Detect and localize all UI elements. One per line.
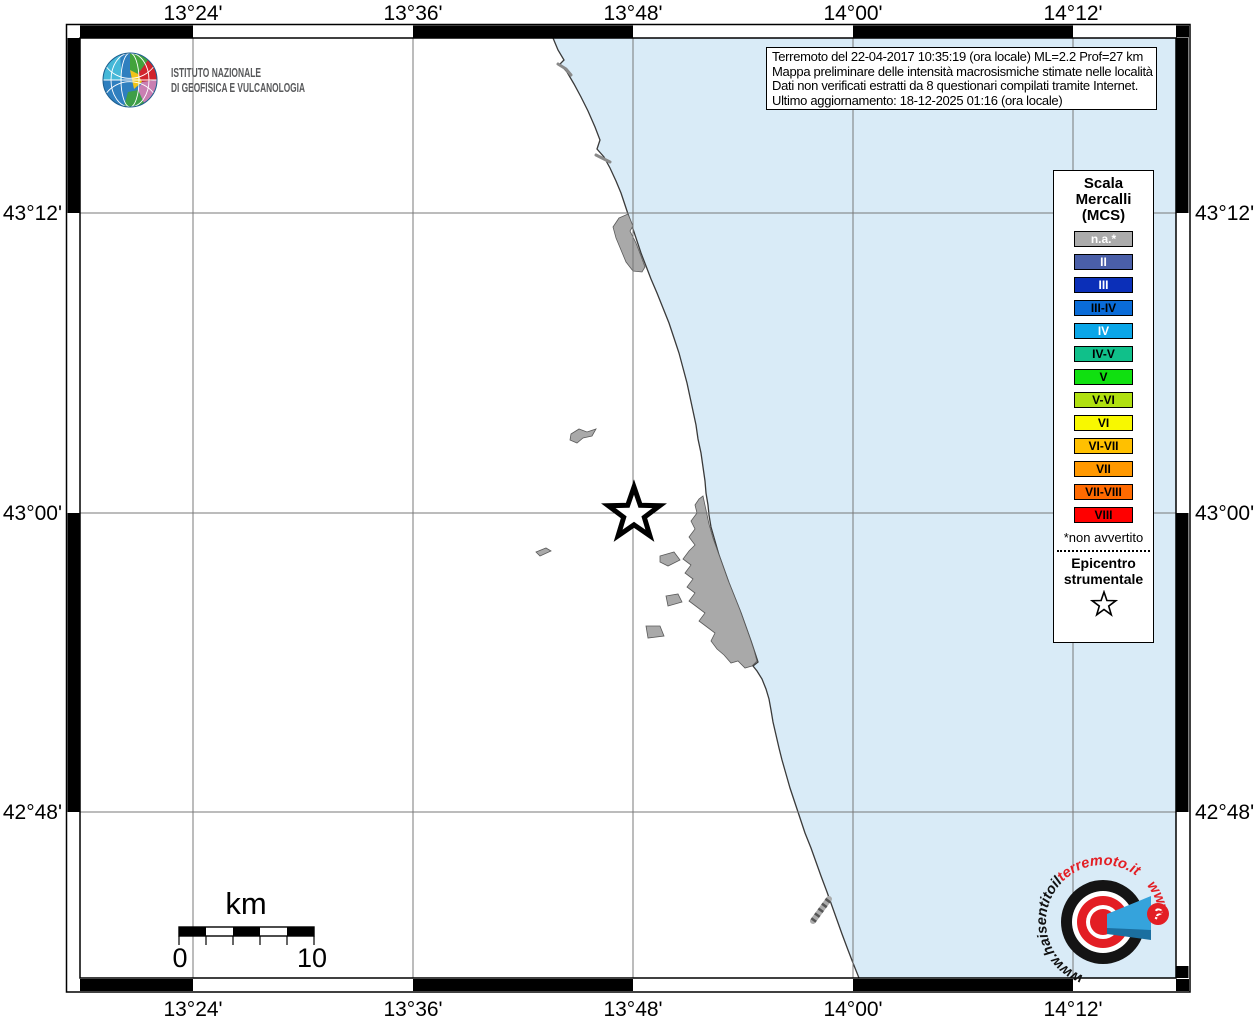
legend-item-na: n.a.* (1074, 231, 1133, 247)
legend-title-line1: Scala (1083, 175, 1124, 192)
scale-bar: km 0 10 (172, 886, 327, 973)
axis-label-right: 42°48' (1195, 801, 1254, 824)
legend-item-vi: VI (1074, 415, 1133, 431)
axis-label-top: 14°00' (823, 2, 882, 25)
legend-title-line3: (MCS) (1081, 207, 1126, 224)
urban-areas (535, 213, 758, 669)
ingv-name-line1: ISTITUTO NAZIONALE (171, 65, 261, 80)
legend-epicenter-line1: Epicentro (1071, 555, 1136, 571)
urban-blob (645, 625, 665, 639)
legend-item-vii: VII (1074, 461, 1133, 477)
legend-footnote: *non avvertito (1063, 530, 1144, 545)
axis-label-left: 43°12' (3, 202, 62, 225)
scale-bar-unit: km (225, 886, 266, 921)
scale-bar-max: 10 (297, 943, 327, 973)
map-frame (65, 23, 1191, 993)
ingv-name-line2: DI GEOFISICA E VULCANOLOGIA (171, 80, 305, 95)
legend-item-ii: II (1074, 254, 1133, 270)
ingv-logo: ISTITUTO NAZIONALE DI GEOFISICA E VULCAN… (102, 52, 305, 108)
legend-item-label: II (1100, 255, 1107, 269)
legend-item-iv: IV (1074, 323, 1133, 339)
axis-label-bottom: 13°36' (383, 998, 442, 1021)
info-line-map: Mappa preliminare delle intensità macros… (772, 63, 1153, 79)
legend-item-label: V (1099, 370, 1108, 384)
urban-inland-dash (535, 547, 552, 557)
legend-items: n.a.* II III III-IV IV IV-V V V-VI VI VI… (1054, 231, 1153, 523)
legend-item-vii-viii: VII-VIII (1074, 484, 1133, 500)
legend-epicenter-label: Epicentro strumentale (1054, 555, 1153, 587)
legend-item-label: VII-VIII (1085, 485, 1122, 499)
legend-item-label: III (1098, 278, 1109, 292)
urban-city-coast (682, 495, 758, 669)
megaphone-icon (1107, 896, 1151, 940)
legend-epicenter-line2: strumentale (1063, 571, 1144, 587)
legend-item-iv-v: IV-V (1074, 346, 1133, 362)
legend-item-iii: III (1074, 277, 1133, 293)
legend-item-label: V-VI (1092, 393, 1115, 407)
legend-item-viii: VIII (1074, 507, 1133, 523)
info-line-data: Dati non verificati estratti da 8 questi… (772, 78, 1139, 94)
axis-label-top: 13°24' (163, 2, 222, 25)
axis-label-top: 13°48' (603, 2, 662, 25)
legend-item-vi-vii: VI-VII (1074, 438, 1133, 454)
axis-label-top: 13°36' (383, 2, 442, 25)
legend-item-label: VIII (1094, 508, 1113, 522)
urban-inland-village (569, 428, 597, 444)
epicenter-star (601, 479, 667, 542)
axis-label-bottom: 13°24' (163, 998, 222, 1021)
axis-label-bottom: 13°48' (603, 998, 662, 1021)
legend-item-label: VII (1096, 462, 1111, 476)
axis-label-left: 43°00' (3, 502, 62, 525)
urban-blob (665, 593, 683, 607)
axis-label-left: 42°48' (3, 801, 62, 824)
info-line-event: Terremoto del 22-04-2017 10:35:19 (ora l… (772, 49, 1144, 64)
axis-label-right: 43°12' (1195, 202, 1254, 225)
legend-title-line2: Mercalli (1075, 191, 1132, 208)
axis-label-right: 43°00' (1195, 502, 1254, 525)
legend-item-label: VI (1097, 416, 1110, 430)
axis-label-bottom: 14°00' (823, 998, 882, 1021)
legend-item-v-vi: V-VI (1074, 392, 1133, 408)
legend-item-label: n.a.* (1090, 232, 1117, 246)
scale-bar-min: 0 (172, 943, 187, 973)
legend-item-v: V (1074, 369, 1133, 385)
legend-item-iii-iv: III-IV (1074, 300, 1133, 316)
legend-item-label: III-IV (1090, 301, 1117, 315)
info-box: Terremoto del 22-04-2017 10:35:19 (ora l… (766, 47, 1157, 110)
axis-label-top: 14°12' (1043, 2, 1102, 25)
legend-item-label: IV-V (1092, 347, 1115, 361)
sea-area (553, 38, 1176, 978)
legend-divider (1057, 550, 1150, 552)
legend-title: Scala Mercalli (MCS) (1054, 176, 1153, 224)
axis-label-bottom: 14°12' (1043, 998, 1102, 1021)
info-line-updated: Ultimo aggiornamento: 18-12-2025 01:16 (… (772, 92, 1063, 108)
harbor-jetty-icon (810, 896, 832, 924)
epicenter-star-icon (1089, 589, 1118, 617)
coastline (552, 37, 860, 979)
legend-item-label: IV (1097, 324, 1110, 338)
legend-box: Scala Mercalli (MCS) n.a.* II III III-IV… (1053, 170, 1154, 643)
urban-blob (659, 551, 681, 567)
question-mark-icon: ? (1147, 903, 1169, 925)
pier-icons (556, 62, 612, 164)
legend-item-label: VI-VII (1088, 439, 1119, 453)
axis-labels: 13°24' 13°36' 13°48' 14°00' 14°12' 13°24… (3, 2, 1254, 1021)
ingv-globe-icon (102, 52, 158, 108)
